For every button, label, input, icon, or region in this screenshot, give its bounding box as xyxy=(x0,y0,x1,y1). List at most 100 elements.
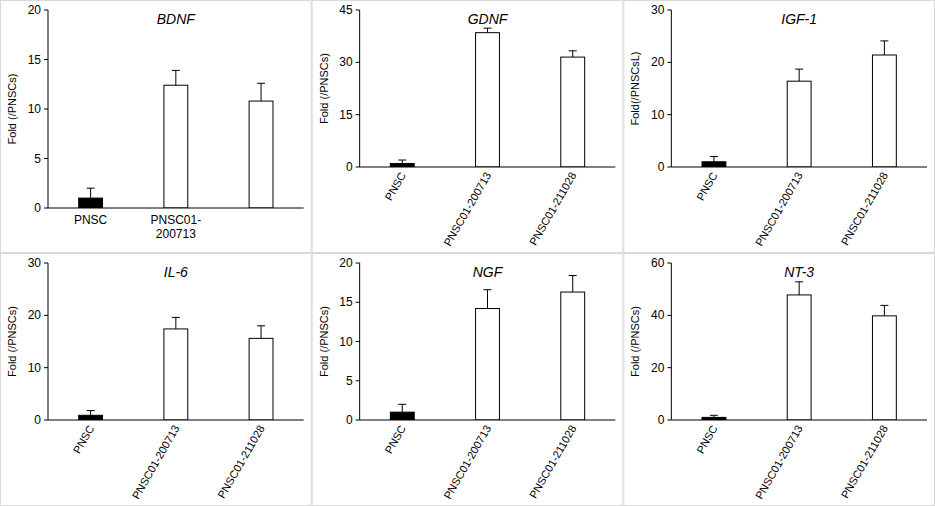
marks xyxy=(79,70,273,208)
error-cap xyxy=(87,410,95,411)
y-axis xyxy=(48,263,49,420)
y-tick-label: 30 xyxy=(28,256,42,270)
y-tick xyxy=(44,263,48,264)
error-bar xyxy=(172,70,180,85)
bar xyxy=(561,57,585,167)
error-cap xyxy=(398,404,406,405)
error-bar xyxy=(710,415,718,417)
y-axis xyxy=(359,263,360,420)
chart: 0102030Fold(/PNSCsL)PNSCPNSC01-200713PNS… xyxy=(629,3,927,248)
error-bar xyxy=(257,326,265,339)
x-tick-label: PNSC xyxy=(71,423,97,456)
marks xyxy=(702,282,896,420)
y-axis-label: Fold (/PNSCs) xyxy=(6,74,18,145)
y-tick-label: 60 xyxy=(651,256,665,270)
error-cap xyxy=(172,317,180,318)
x-tick-label: PNSC01-200713 xyxy=(441,170,493,248)
y-tick-label: 0 xyxy=(34,413,41,427)
error-cap xyxy=(257,325,265,326)
y-tick xyxy=(44,315,48,316)
x-axis xyxy=(48,208,304,209)
chart-title: IGF-1 xyxy=(781,11,817,27)
y-tick-label: 10 xyxy=(28,102,42,116)
panel-frame xyxy=(312,254,623,506)
y-tick-label: 10 xyxy=(28,361,42,375)
panel-frame xyxy=(624,1,935,253)
y-tick xyxy=(44,10,48,11)
panel-frame xyxy=(1,254,312,506)
y-tick xyxy=(356,420,360,421)
y-tick xyxy=(667,167,671,168)
y-tick-label: 0 xyxy=(346,160,353,174)
y-tick xyxy=(667,114,671,115)
error-bar xyxy=(484,28,492,33)
y-tick xyxy=(356,263,360,264)
y-tick-label: 0 xyxy=(346,413,353,427)
y-axis-label: Fold (/PNSCs) xyxy=(318,306,330,377)
error-bar xyxy=(398,404,406,412)
error-stem xyxy=(884,305,885,315)
bar xyxy=(561,292,585,420)
y-tick-label: 30 xyxy=(651,3,665,17)
bar xyxy=(872,316,896,420)
error-cap xyxy=(710,156,718,157)
marks xyxy=(390,276,584,420)
y-tick-label: 20 xyxy=(339,256,353,270)
chart-title: GDNF xyxy=(468,11,509,27)
y-axis-label: Fold (/PNSCs) xyxy=(318,53,330,124)
x-axis xyxy=(360,420,616,421)
y-tick xyxy=(44,420,48,421)
bar xyxy=(249,338,273,420)
y-axis xyxy=(671,263,672,420)
bar xyxy=(164,329,188,420)
bar xyxy=(787,81,811,167)
chart-title: NT-3 xyxy=(784,264,814,280)
error-cap xyxy=(484,28,492,29)
y-tick-label: 20 xyxy=(651,55,665,69)
error-bar xyxy=(880,305,888,315)
chart: 0102030Fold (/PNSCs)PNSCPNSC01-200713PNS… xyxy=(6,256,304,501)
chart-title: NGF xyxy=(473,264,504,280)
label-line: 200713 xyxy=(156,227,196,241)
error-cap xyxy=(172,70,180,71)
error-cap xyxy=(795,281,803,282)
y-tick-label: 0 xyxy=(34,201,41,215)
error-cap xyxy=(569,50,577,51)
y-tick-label: 20 xyxy=(28,308,42,322)
y-axis xyxy=(359,10,360,167)
y-axis-label: Fold(/PNSCsL) xyxy=(629,52,641,126)
y-tick xyxy=(667,367,671,368)
error-bar xyxy=(257,83,265,101)
y-tick xyxy=(356,167,360,168)
error-bar xyxy=(795,69,803,81)
y-tick-label: 5 xyxy=(34,152,41,166)
error-cap xyxy=(484,289,492,290)
x-axis xyxy=(671,167,927,168)
marks xyxy=(79,317,273,420)
x-tick-label: PNSC01-211028 xyxy=(215,423,267,500)
chart: 05101520Fold (/PNSCs)PNSCPNSC01-200713BD… xyxy=(6,3,304,241)
error-stem xyxy=(261,83,262,101)
bar xyxy=(476,33,500,167)
bar xyxy=(702,162,726,167)
bar xyxy=(79,415,103,420)
x-tick-label: PNSC01-200713 xyxy=(441,423,493,501)
error-bar xyxy=(569,276,577,292)
bar xyxy=(787,295,811,420)
y-tick xyxy=(356,341,360,342)
bar xyxy=(79,198,103,208)
y-tick-label: 10 xyxy=(651,108,665,122)
error-stem xyxy=(713,157,714,162)
y-tick xyxy=(667,263,671,264)
error-stem xyxy=(799,282,800,295)
error-stem xyxy=(572,51,573,57)
y-tick-label: 15 xyxy=(28,53,42,67)
x-tick-label: PNSC xyxy=(694,170,720,203)
panel-frame xyxy=(624,254,935,506)
error-stem xyxy=(90,188,91,198)
bar xyxy=(872,55,896,167)
error-stem xyxy=(90,411,91,416)
y-tick-label: 15 xyxy=(339,295,353,309)
error-cap xyxy=(880,305,888,306)
y-tick xyxy=(667,62,671,63)
